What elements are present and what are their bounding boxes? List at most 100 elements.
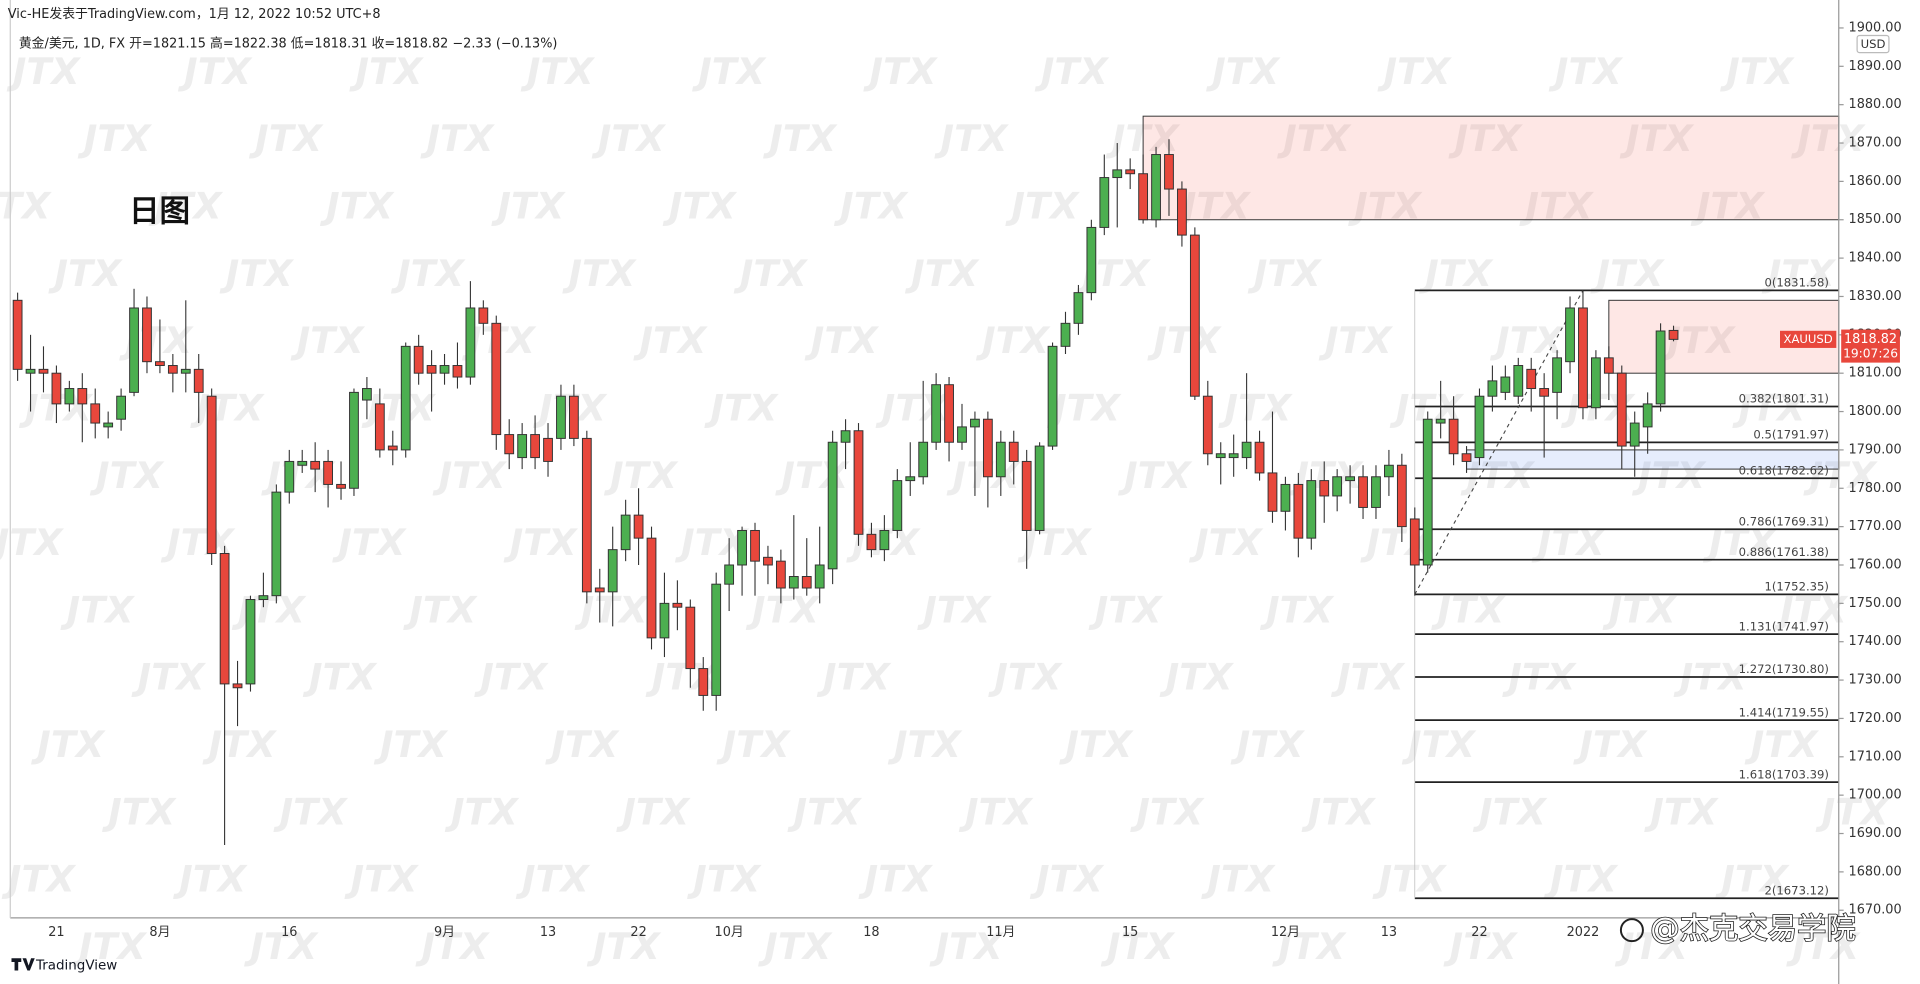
watermark: JTX xyxy=(1773,588,1849,631)
candle-body xyxy=(944,384,954,443)
y-tick-label: 1750.00 xyxy=(1849,596,1902,611)
watermark: JTX xyxy=(473,656,549,699)
watermark: JTX xyxy=(858,858,934,901)
candle-body xyxy=(103,422,114,428)
watermark: JTX xyxy=(762,117,838,160)
watermark: JTX xyxy=(30,723,106,766)
candle-body xyxy=(258,595,269,601)
y-tick-label: 1850.00 xyxy=(1849,212,1902,227)
candle-body xyxy=(1345,476,1355,482)
candle-body xyxy=(271,491,282,597)
y-tick-label: 1870.00 xyxy=(1849,136,1902,151)
candle-body xyxy=(336,483,346,489)
candle-body xyxy=(232,683,243,689)
fib-label: 1.414(1719.55) xyxy=(1739,705,1829,719)
currency: USD xyxy=(1861,37,1886,51)
candle-body xyxy=(1086,226,1097,294)
x-tick-label: 9月 xyxy=(434,925,455,940)
watermark: JTX xyxy=(0,521,64,564)
watermark: JTX xyxy=(1372,858,1448,901)
y-tick-label: 1810.00 xyxy=(1849,366,1902,381)
annotation: 日图 xyxy=(129,194,190,229)
watermark: JTX xyxy=(490,185,566,228)
candle-body xyxy=(206,395,217,554)
watermark: JTX xyxy=(290,319,366,362)
signature-icon xyxy=(1619,918,1644,943)
candle-body xyxy=(1138,173,1149,221)
watermark: JTX xyxy=(904,252,980,295)
candle-body xyxy=(1500,376,1511,393)
watermark: JTX xyxy=(189,386,265,429)
candle-body xyxy=(685,606,696,670)
watermark: JTX xyxy=(1643,790,1719,833)
watermark: JTX xyxy=(1631,454,1707,497)
candle-body xyxy=(633,514,644,539)
x-tick-label: 22 xyxy=(630,925,646,940)
watermark: JTX xyxy=(774,454,850,497)
signature: @杰克交易学院 xyxy=(1619,911,1857,946)
candle-body xyxy=(1177,188,1187,236)
fib-label: 0.5(1791.97) xyxy=(1753,428,1829,442)
candle-body xyxy=(1539,388,1550,397)
candle-body xyxy=(478,307,489,324)
candle-body xyxy=(840,430,851,443)
candle-body xyxy=(737,529,747,566)
price-tag xyxy=(1841,329,1900,363)
watermark: JTX xyxy=(1785,925,1861,968)
candle-body xyxy=(1565,307,1575,363)
x-tick-label: 2022 xyxy=(1567,925,1600,940)
watermark: JTX xyxy=(1188,521,1264,564)
candle-body xyxy=(323,460,333,485)
y-tick-label: 1760.00 xyxy=(1849,557,1902,572)
price-tag-countdown: 19:07:26 xyxy=(1843,347,1898,361)
watermark: JTX xyxy=(1430,588,1506,631)
fib-label: 0.886(1761.38) xyxy=(1739,545,1829,559)
x-tick-label: 15 xyxy=(1122,925,1138,940)
currency-box xyxy=(1856,34,1890,54)
candle-body xyxy=(452,365,463,378)
watermark: JTX xyxy=(833,185,909,228)
watermark: JTX xyxy=(6,50,82,93)
watermark: JTX xyxy=(503,521,579,564)
watermark: JTX xyxy=(686,858,762,901)
candle-body xyxy=(801,576,812,589)
watermark: JTX xyxy=(591,117,667,160)
candle-body xyxy=(1655,330,1666,405)
candle-body xyxy=(530,434,540,459)
x-tick-label: 8月 xyxy=(149,925,170,940)
watermark: JTX xyxy=(1,858,77,901)
watermark: JTX xyxy=(1100,925,1176,968)
candle-body xyxy=(1151,154,1161,221)
candle-body xyxy=(1396,464,1407,528)
candle-body xyxy=(64,388,75,405)
y-tick-label: 1680.00 xyxy=(1849,864,1902,879)
candle-body xyxy=(827,441,838,570)
y-tick-label: 1900.00 xyxy=(1849,20,1902,35)
watermark: JTX xyxy=(177,50,253,93)
watermark: JTX xyxy=(1518,185,1594,228)
watermark: JTX xyxy=(615,790,691,833)
brand-logo xyxy=(11,958,35,971)
candle-body xyxy=(1629,422,1640,447)
watermark: JTX xyxy=(1004,185,1080,228)
candle-body xyxy=(349,391,359,489)
candle-body xyxy=(297,460,308,466)
y-tick-label: 1710.00 xyxy=(1849,749,1902,764)
candle-body xyxy=(129,307,139,393)
x-tick-label: 12月 xyxy=(1271,925,1300,940)
candle-body xyxy=(724,564,735,585)
watermark: JTX xyxy=(1117,454,1193,497)
watermark: JTX xyxy=(1259,588,1335,631)
candle-body xyxy=(310,460,321,470)
watermark: JTX xyxy=(1146,319,1222,362)
candle-body xyxy=(1034,445,1045,531)
watermark: JTX xyxy=(1205,50,1281,93)
watermark: JTX xyxy=(674,521,750,564)
watermark: JTX xyxy=(1614,925,1690,968)
axes: 1670.00 1680.00 1690.00 1700.00 1710.00 1720.… xyxy=(48,20,1901,940)
watermark: JTX xyxy=(1548,50,1624,93)
watermark: JTX xyxy=(444,790,520,833)
candle-body xyxy=(646,537,657,639)
plot-area: 0(1831.58) 0.382(1801.31) 0.5(1791.97) 0.61… xyxy=(12,115,1840,900)
